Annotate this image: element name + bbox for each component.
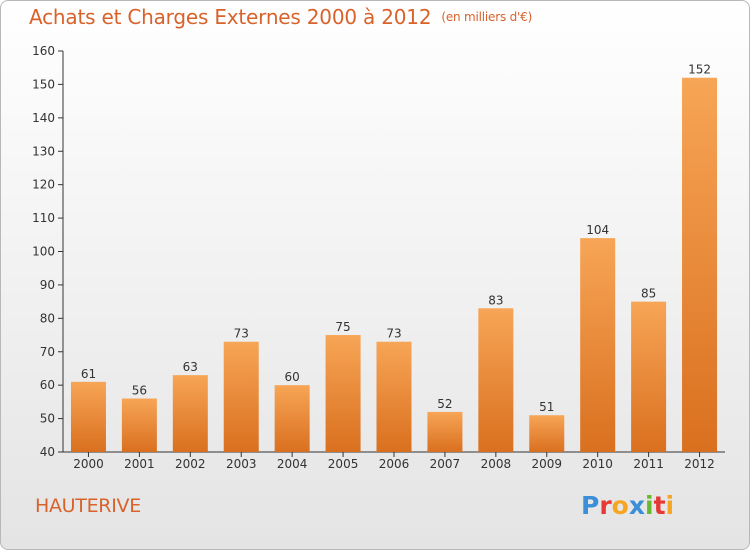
x-tick-label: 2001 [124, 457, 155, 471]
value-label: 85 [641, 287, 656, 301]
chart-title: Achats et Charges Externes 2000 à 2012 (e… [29, 5, 532, 29]
proxiti-logo: Proxiti [581, 491, 674, 520]
value-label: 56 [132, 384, 147, 398]
x-tick-label: 2004 [277, 457, 308, 471]
y-tick-label: 60 [40, 378, 55, 392]
value-label: 60 [285, 370, 300, 384]
x-tick-label: 2009 [531, 457, 562, 471]
value-label: 73 [234, 327, 249, 341]
x-tick-label: 2000 [73, 457, 104, 471]
chart-title-text: Achats et Charges Externes 2000 à 2012 [29, 5, 432, 29]
y-tick-label: 50 [40, 412, 55, 426]
bar-2012 [682, 77, 718, 452]
value-label: 152 [688, 63, 711, 77]
bar-2010 [580, 238, 616, 452]
logo-letter: x [628, 491, 645, 520]
x-tick-label: 2008 [481, 457, 512, 471]
y-tick-label: 110 [32, 211, 55, 225]
value-label: 75 [335, 320, 350, 334]
y-tick-label: 140 [32, 111, 55, 125]
y-tick-label: 70 [40, 345, 55, 359]
value-label: 73 [386, 327, 401, 341]
logo-letter: r [599, 491, 612, 520]
y-tick-label: 160 [32, 44, 55, 58]
x-tick-label: 2010 [582, 457, 613, 471]
bar-2000 [70, 381, 106, 452]
logo-letter: i [645, 491, 654, 520]
axes: 40 50 60 70 80 90 100 110 120 130 140 150 160 2000 200… [32, 44, 725, 471]
bar-2011 [631, 301, 667, 452]
value-label: 61 [81, 367, 96, 381]
bar-2004 [274, 385, 310, 452]
logo-letter: i [665, 491, 675, 520]
value-label: 51 [539, 400, 554, 414]
logo-letter: t [653, 491, 666, 520]
bar-2008 [478, 308, 514, 452]
value-label: 83 [488, 293, 503, 307]
value-labels: 61 56 63 73 60 75 73 52 83 51 104 85 152 [81, 63, 711, 415]
value-label: 104 [586, 223, 609, 237]
value-label: 63 [183, 360, 198, 374]
y-tick-label: 130 [32, 144, 55, 158]
bar-2002 [172, 375, 208, 452]
unit-label: (en milliers d'€) [441, 10, 533, 24]
x-tick-label: 2002 [175, 457, 206, 471]
x-tick-label: 2011 [633, 457, 664, 471]
logo-letter: P [581, 491, 600, 520]
y-tick-label: 100 [32, 245, 55, 259]
bar-2005 [325, 335, 361, 452]
x-tick-label: 2012 [684, 457, 715, 471]
bar-2003 [223, 341, 259, 452]
x-tick-label: 2007 [430, 457, 461, 471]
x-tick-label: 2005 [328, 457, 359, 471]
commune-name: HAUTERIVE [35, 495, 141, 517]
y-tick-label: 80 [40, 311, 55, 325]
y-tick-label: 150 [32, 77, 55, 91]
value-label: 52 [437, 397, 452, 411]
y-tick-label: 90 [40, 278, 55, 292]
bar-2007 [427, 411, 463, 452]
bar-2009 [529, 415, 565, 452]
y-tick-label: 40 [40, 445, 55, 459]
y-tick-label: 120 [32, 178, 55, 192]
bars [70, 77, 718, 452]
x-tick-label: 2006 [379, 457, 410, 471]
bar-2001 [121, 398, 157, 452]
x-tick-label: 2003 [226, 457, 257, 471]
bar-2006 [376, 341, 412, 452]
logo-letter: o [611, 491, 629, 520]
